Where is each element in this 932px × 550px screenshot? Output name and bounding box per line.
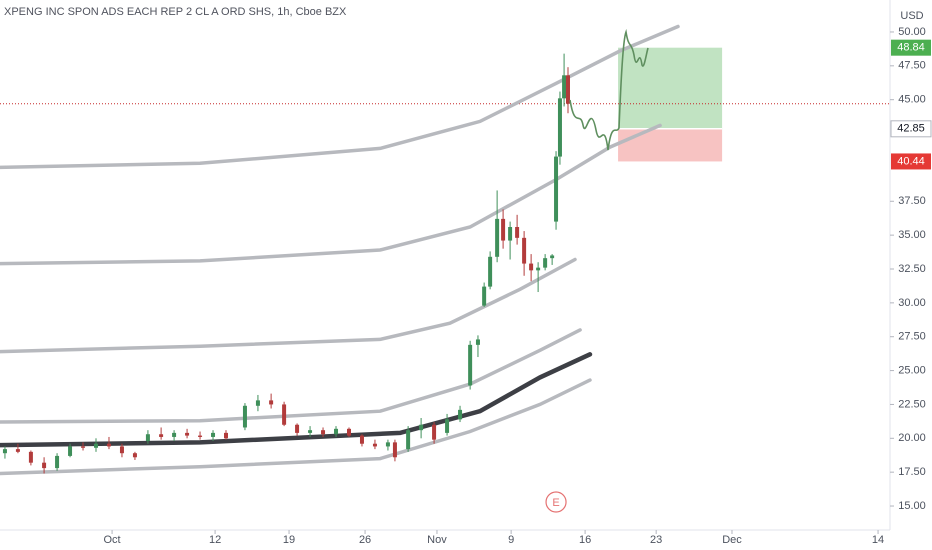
price-tag [891,153,931,170]
candle-body [488,256,493,287]
chart-title: XPENG INC SPON ADS EACH REP 2 CL A ORD S… [4,6,347,18]
x-tick-label: 16 [579,534,591,546]
candle-body [308,430,313,433]
currency-label: USD [900,10,923,22]
y-tick-label: 17.50 [898,466,926,478]
price-tag-label: 48.84 [897,42,925,54]
candle-body [372,443,377,447]
x-tick-label: 14 [872,534,884,546]
candle-body [28,451,33,463]
y-tick-label: 25.00 [898,364,926,376]
x-tick-label: 9 [508,534,514,546]
band-line [0,378,592,476]
band-line [0,352,593,448]
candle-body [562,75,567,99]
candle-body [119,446,124,454]
y-tick-label: 27.50 [898,331,926,343]
candle-body [536,267,541,271]
candle-body [515,227,520,238]
candle-body [406,430,411,450]
band-line [0,24,680,170]
band-line [0,328,582,424]
candle-body [132,453,137,458]
candle-body [359,435,364,444]
candle-body [282,404,287,425]
event-marker [545,491,567,513]
candle-body [468,344,473,386]
projection-drawing [569,28,649,151]
candle-body [94,443,99,448]
candle-body [211,432,216,437]
candle-body [15,449,20,452]
stop-zone [618,128,723,162]
candle-body [224,432,229,439]
candle-body [321,430,326,435]
candle-body [269,400,274,405]
candle-body [81,446,86,448]
candle-body [501,218,506,241]
candle-body [554,156,559,222]
x-tick-label: 23 [650,534,662,546]
x-tick-label: 12 [209,534,221,546]
price-tag-label: 40.44 [897,155,925,167]
candle-body [458,409,463,420]
x-tick-label: 26 [359,534,371,546]
candle-body [106,443,111,447]
candle-body [445,419,450,433]
candle-body [557,98,562,157]
candle-body [432,424,437,440]
candle-body [334,428,339,435]
candle-body [242,405,247,428]
candle-body [565,75,570,104]
target-zone [618,47,723,129]
candle-body [508,227,513,241]
candle-body [346,428,351,436]
candle-body [42,462,47,469]
y-tick-label: 20.00 [898,432,926,444]
candle-body [145,434,150,442]
x-tick-label: 19 [283,534,295,546]
y-tick-label: 32.50 [898,263,926,275]
candle-body [255,400,260,406]
band-line [0,123,662,266]
y-tick-label: 15.00 [898,500,926,512]
plot-area [0,24,890,476]
y-tick-label: 35.00 [898,229,926,241]
candle-body [529,263,534,271]
y-tick-label: 37.50 [898,195,926,207]
candle-body [2,449,7,454]
y-tick-label: 47.50 [898,60,926,72]
x-tick-label: Dec [722,534,742,546]
price-tag-label: 42.85 [897,123,925,135]
candle-body [482,286,487,306]
candle-body [419,424,424,431]
candle-body [550,255,555,259]
candle-body [55,455,60,469]
candle-body [172,432,177,437]
candle-body [295,424,300,433]
candle-body [392,442,397,458]
candle-body [522,237,527,264]
band-line [0,257,577,354]
x-tick-label: Oct [104,534,121,546]
candle-body [68,446,73,456]
candle-body [159,434,164,437]
y-tick-label: 22.50 [898,398,926,410]
candle-body [198,435,203,437]
candle-body [185,432,190,436]
candle-body [385,442,390,447]
event-label: E [552,497,559,509]
y-tick-label: 30.00 [898,297,926,309]
y-tick-label: 50.00 [898,26,926,38]
x-tick-label: Nov [427,534,447,546]
candle-body [475,339,480,345]
candle-body [543,258,548,268]
candle-body [495,218,500,257]
y-tick-label: 45.00 [898,94,926,106]
price-tag [890,120,932,138]
price-tag [891,39,931,56]
